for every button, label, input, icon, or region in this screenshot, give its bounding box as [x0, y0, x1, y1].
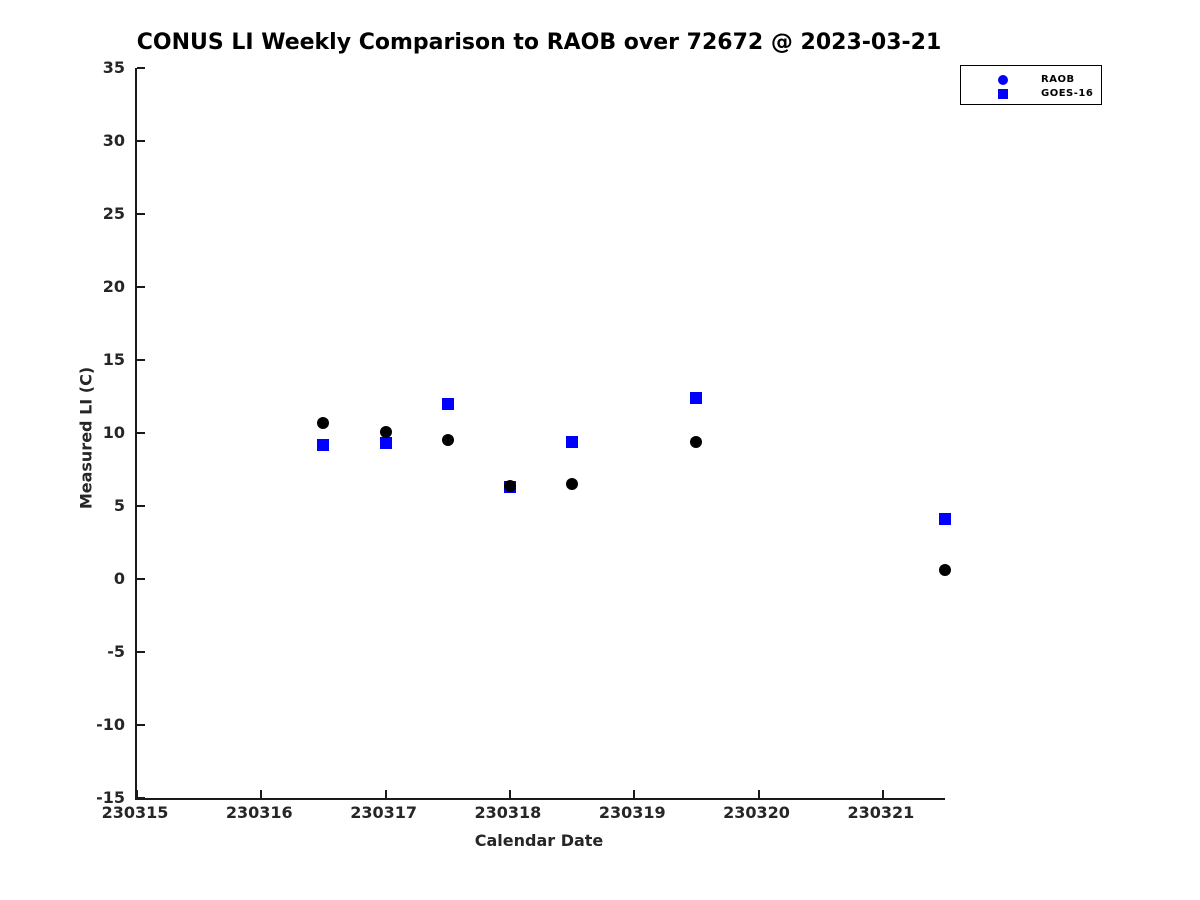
- y-tick: [137, 724, 145, 726]
- x-tick: [881, 790, 884, 798]
- y-tick-label: 30: [102, 131, 125, 150]
- x-axis-label: Calendar Date: [474, 831, 604, 850]
- x-tick-label: 230317: [350, 803, 417, 822]
- x-tick: [508, 790, 511, 798]
- data-point-goes-16: [690, 391, 703, 404]
- y-tick: [137, 651, 145, 653]
- x-tick-label: 230318: [474, 803, 542, 822]
- data-point-raob: [317, 416, 330, 429]
- legend-label-raob: RAOB: [1041, 74, 1075, 85]
- y-tick-label: 15: [102, 350, 125, 369]
- y-tick-label: -5: [107, 642, 125, 661]
- y-tick: [137, 286, 145, 288]
- x-tick-label: 230319: [598, 803, 666, 822]
- y-tick: [137, 140, 145, 142]
- y-tick-label: 20: [102, 277, 125, 296]
- data-point-goes-16: [939, 513, 951, 526]
- x-tick: [136, 790, 138, 798]
- x-tick-label: 230320: [723, 803, 790, 822]
- legend: RAOB GOES-16: [960, 65, 1102, 105]
- y-tick-label: 25: [102, 204, 125, 223]
- data-point-raob: [441, 434, 454, 447]
- y-tick-label: 5: [113, 496, 125, 515]
- x-tick: [384, 790, 387, 798]
- y-tick: [137, 797, 145, 799]
- y-tick-label: -10: [96, 715, 125, 734]
- y-tick-label: 35: [102, 58, 125, 77]
- x-tick: [633, 790, 636, 798]
- y-tick: [137, 578, 145, 580]
- x-tick: [260, 790, 263, 798]
- data-point-raob: [566, 478, 579, 491]
- data-point-goes-16: [441, 397, 454, 410]
- x-tick: [757, 790, 760, 798]
- data-point-goes-16: [566, 435, 579, 448]
- chart-title: CONUS LI Weekly Comparison to RAOB over …: [136, 30, 942, 55]
- y-tick-label: 10: [102, 423, 125, 442]
- data-point-raob: [690, 435, 703, 448]
- plot-area: [135, 67, 951, 800]
- x-tick-label: 230315: [101, 803, 169, 822]
- y-tick-label: 0: [113, 569, 125, 588]
- y-tick: [137, 432, 145, 434]
- data-point-raob: [939, 564, 951, 577]
- data-point-goes-16: [317, 438, 330, 451]
- legend-marker-raob: [998, 75, 1008, 85]
- data-point-raob: [379, 425, 392, 438]
- y-tick: [137, 213, 145, 215]
- x-tick-label: 230316: [225, 803, 293, 822]
- legend-label-goes-16: GOES-16: [1041, 88, 1094, 99]
- data-point-goes-16: [379, 437, 392, 450]
- y-tick: [137, 505, 145, 507]
- legend-marker-goes-16: [998, 89, 1008, 99]
- y-tick: [137, 67, 145, 69]
- x-tick-label: 230321: [847, 803, 915, 822]
- data-point-raob: [503, 479, 516, 492]
- y-tick-label: -15: [96, 788, 125, 807]
- y-tick: [137, 359, 145, 361]
